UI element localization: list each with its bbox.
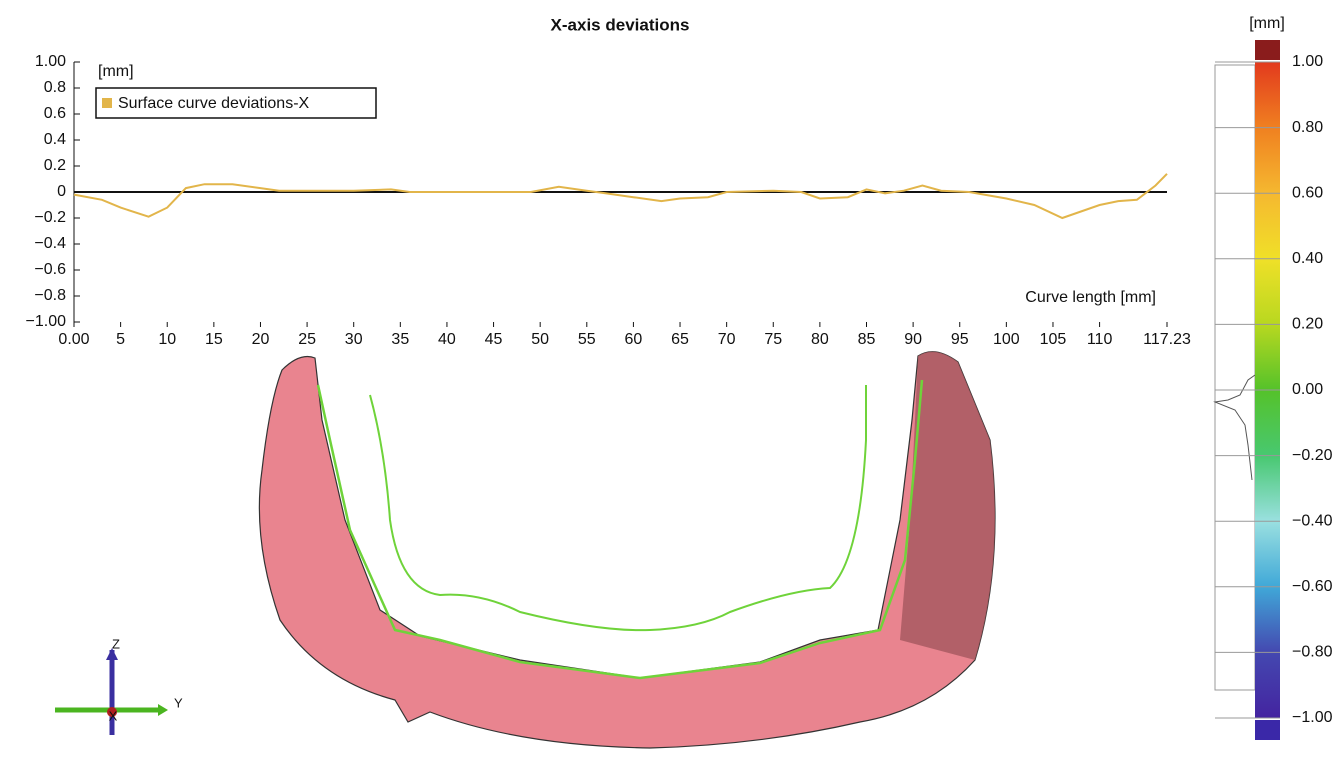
x-tick-label: 90 [904,331,922,348]
x-tick-label: 40 [438,331,456,348]
legend-label: Surface curve deviations-X [118,95,310,112]
y-tick-label: 1.00 [35,53,66,70]
chart-title: X-axis deviations [551,15,690,34]
colorbar-tick-label: −0.80 [1292,644,1333,661]
y-tick-label: −1.00 [26,313,67,330]
x-tick-label: 25 [298,331,316,348]
x-tick-label: 10 [158,331,176,348]
x-tick-label: 0.00 [58,331,89,348]
x-tick-label: 30 [345,331,363,348]
y-tick-label: 0.6 [44,105,66,122]
colorbar-over [1255,40,1280,60]
y-tick-label: 0.4 [44,131,66,148]
colorbar-tick-label: 0.60 [1292,184,1323,201]
colorbar-tick-label: 0.80 [1292,119,1323,136]
screenshot: X-axis deviations [mm] Curve length [mm]… [0,0,1334,765]
x-tick-label: 110 [1087,331,1113,348]
colorbar-under [1255,720,1280,740]
x-tick-label: 85 [858,331,876,348]
colorbar-tick-label: −0.40 [1292,512,1333,529]
y-tick-label: 0.2 [44,157,66,174]
colorbar-tick-label: −0.20 [1292,447,1333,464]
colorbar-unit: [mm] [1249,15,1285,32]
triad-z: Z [112,636,120,651]
x-tick-label: 75 [764,331,782,348]
histogram [1215,375,1255,480]
triad-y: Y [174,695,183,710]
y-tick-label: 0.8 [44,79,66,96]
x-tick-label: 65 [671,331,689,348]
y-tick-label: −0.8 [34,287,66,304]
y-tick-label: −0.4 [34,235,66,252]
y-axis-label: [mm] [98,63,134,80]
x-tick-label: 95 [951,331,969,348]
y-tick-label: 0 [57,183,66,200]
x-tick-label: 60 [625,331,643,348]
x-tick-label: 5 [116,331,125,348]
x-tick-label: 45 [485,331,503,348]
x-tick-label: 50 [531,331,549,348]
colorbar-tick-label: 0.40 [1292,250,1323,267]
triad-x: X [109,708,118,723]
jaw-model [259,352,995,748]
x-tick-label: 20 [252,331,270,348]
x-tick-label: 15 [205,331,223,348]
colorbar-tick-label: 1.00 [1292,53,1323,70]
x-tick-label: 70 [718,331,736,348]
x-tick-label: 80 [811,331,829,348]
y-tick-label: −0.6 [34,261,66,278]
x-tick-label: 55 [578,331,596,348]
x-tick-label: 35 [391,331,409,348]
x-tick-label: 100 [993,331,1020,348]
x-tick-label: 105 [1040,331,1067,348]
histogram-panel [1215,65,1255,690]
page: X-axis deviations [mm] Curve length [mm]… [0,0,1334,765]
colorbar-tick-label: 0.20 [1292,316,1323,333]
colorbar-tick-label: −0.60 [1292,578,1333,595]
colorbar-tick-label: −1.00 [1292,709,1333,726]
legend-swatch [102,98,112,108]
x-axis-label: Curve length [mm] [1025,289,1156,306]
y-tick-label: −0.2 [34,209,66,226]
x-tick-label: 117.23 [1143,331,1191,348]
series-line [74,174,1167,218]
colorbar-tick-label: 0.00 [1292,381,1323,398]
